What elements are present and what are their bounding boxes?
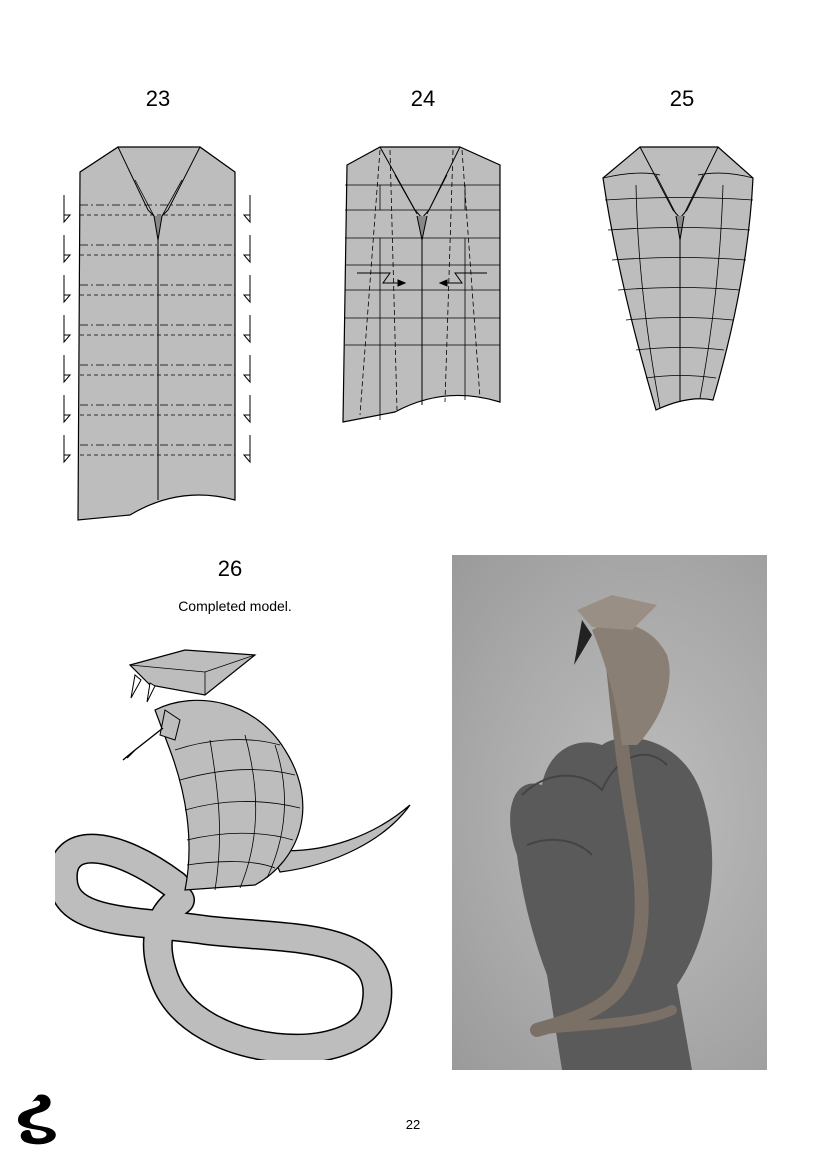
step-24-number: 24 bbox=[410, 86, 436, 111]
completed-model-photo bbox=[452, 555, 767, 1070]
step-26-caption: Completed model. bbox=[178, 598, 292, 614]
cobra-logo-icon bbox=[18, 1094, 56, 1145]
step-25-diagram bbox=[602, 146, 754, 411]
step-24-diagram bbox=[342, 146, 501, 423]
step-26-cobra-illustration bbox=[55, 649, 411, 1060]
step-25-number: 25 bbox=[669, 86, 695, 111]
page-number: 22 bbox=[405, 1117, 421, 1132]
step-23-diagram bbox=[63, 146, 251, 521]
step-23-number: 23 bbox=[145, 86, 171, 111]
step-26-number: 26 bbox=[217, 556, 243, 581]
